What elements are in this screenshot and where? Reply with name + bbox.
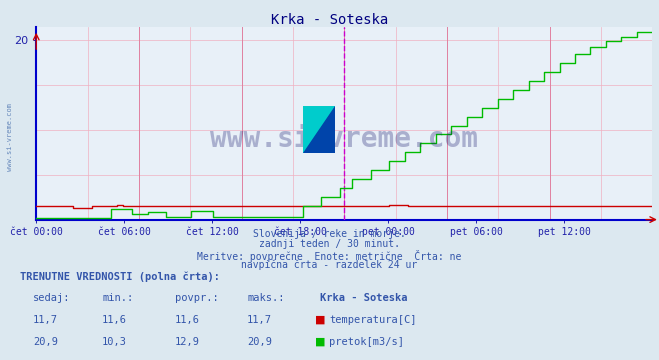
Text: 20,9: 20,9 (33, 337, 58, 347)
Text: Krka - Soteska: Krka - Soteska (271, 13, 388, 27)
Text: temperatura[C]: temperatura[C] (330, 315, 417, 325)
Text: 11,7: 11,7 (33, 315, 58, 325)
Text: 10,3: 10,3 (102, 337, 127, 347)
Text: navpična črta - razdelek 24 ur: navpična črta - razdelek 24 ur (241, 260, 418, 270)
Text: 11,7: 11,7 (247, 315, 272, 325)
Text: www.si-vreme.com: www.si-vreme.com (210, 125, 478, 153)
Text: www.si-vreme.com: www.si-vreme.com (7, 103, 13, 171)
Text: sedaj:: sedaj: (33, 293, 71, 303)
Text: pretok[m3/s]: pretok[m3/s] (330, 337, 405, 347)
Polygon shape (303, 106, 335, 153)
Polygon shape (303, 106, 335, 153)
Text: ■: ■ (315, 337, 326, 347)
Text: maks.:: maks.: (247, 293, 285, 303)
Text: 20,9: 20,9 (247, 337, 272, 347)
Text: zadnji teden / 30 minut.: zadnji teden / 30 minut. (259, 239, 400, 249)
Text: 11,6: 11,6 (102, 315, 127, 325)
Text: Meritve: povprečne  Enote: metrične  Črta: ne: Meritve: povprečne Enote: metrične Črta:… (197, 250, 462, 262)
Text: Slovenija / reke in morje.: Slovenija / reke in morje. (253, 229, 406, 239)
Text: min.:: min.: (102, 293, 133, 303)
Text: TRENUTNE VREDNOSTI (polna črta):: TRENUTNE VREDNOSTI (polna črta): (20, 272, 219, 282)
Text: 11,6: 11,6 (175, 315, 200, 325)
Text: ■: ■ (315, 315, 326, 325)
Text: Krka - Soteska: Krka - Soteska (320, 293, 407, 303)
Text: 12,9: 12,9 (175, 337, 200, 347)
Text: povpr.:: povpr.: (175, 293, 218, 303)
